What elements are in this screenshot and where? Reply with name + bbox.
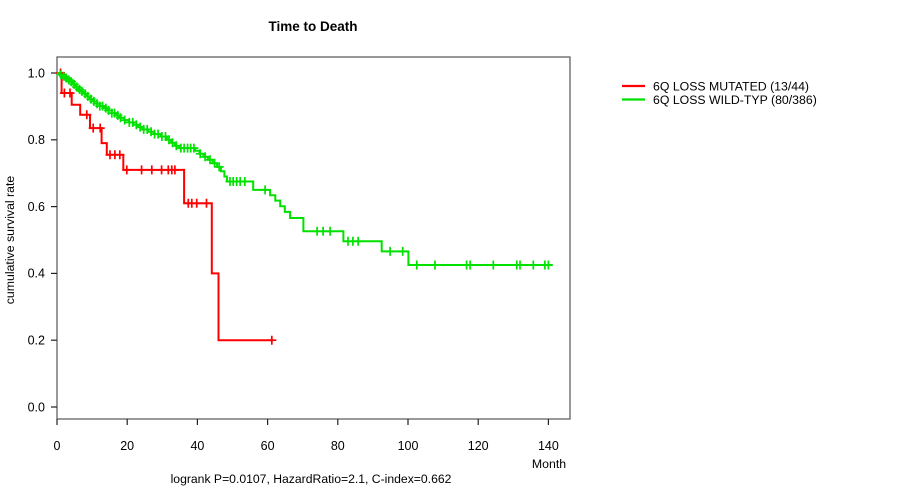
x-axis-title: Month bbox=[532, 457, 566, 471]
x-tick-label: 80 bbox=[331, 439, 345, 453]
y-axis-title: cumulative survival rate bbox=[3, 176, 17, 305]
y-tick-label: 1.0 bbox=[28, 66, 45, 80]
x-tick-label: 100 bbox=[398, 439, 419, 453]
x-axis: 0 20 40 60 80 100 120 140 bbox=[54, 419, 559, 453]
y-tick-label: 0.2 bbox=[28, 334, 45, 348]
x-tick-label: 60 bbox=[261, 439, 275, 453]
legend: 6Q LOSS MUTATED (13/44) 6Q LOSS WILD-TYP… bbox=[622, 80, 817, 107]
x-tick-label: 40 bbox=[190, 439, 204, 453]
x-tick-label: 20 bbox=[120, 439, 134, 453]
y-tick-label: 0.0 bbox=[28, 400, 45, 414]
legend-label-mutated: 6Q LOSS MUTATED (13/44) bbox=[653, 80, 809, 94]
mutated-survival-curve bbox=[57, 72, 274, 342]
y-tick-label: 0.4 bbox=[28, 267, 45, 281]
chart-title: Time to Death bbox=[268, 19, 357, 34]
mutated-censor-marks bbox=[56, 68, 277, 345]
y-tick-label: 0.6 bbox=[28, 200, 45, 214]
y-axis: 0.0 0.2 0.4 0.6 0.8 1.0 bbox=[28, 66, 57, 414]
survival-curves bbox=[56, 68, 553, 345]
plot-frame bbox=[56, 56, 571, 420]
footnote-statistics: logrank P=0.0107, HazardRatio=2.1, C-ind… bbox=[171, 472, 452, 486]
x-tick-label: 120 bbox=[468, 439, 489, 453]
x-tick-label: 140 bbox=[538, 439, 559, 453]
y-tick-label: 0.8 bbox=[28, 133, 45, 147]
legend-label-wildtype: 6Q LOSS WILD-TYP (80/386) bbox=[653, 93, 817, 107]
wildtype-censor-marks bbox=[56, 70, 553, 270]
x-tick-label: 0 bbox=[54, 439, 61, 453]
